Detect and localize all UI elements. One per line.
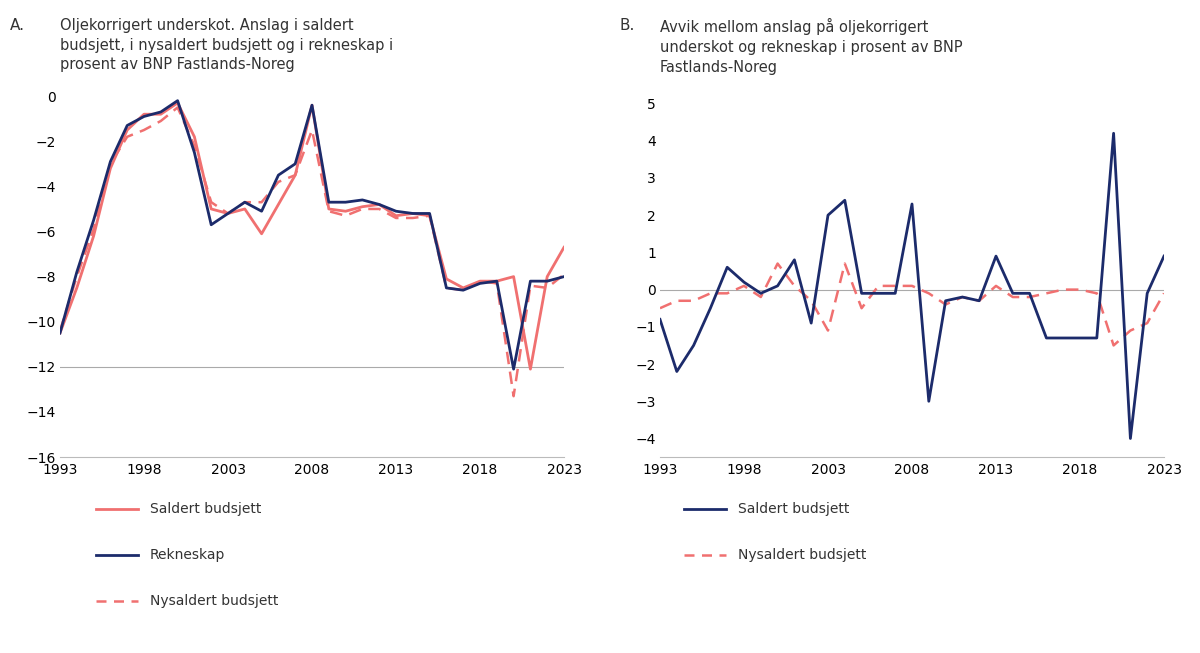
- Text: A.: A.: [10, 18, 24, 33]
- Text: Avvik mellom anslag på oljekorrigert
underskot og rekneskap i prosent av BNP
Fas: Avvik mellom anslag på oljekorrigert und…: [660, 18, 962, 74]
- Text: Oljekorrigert underskot. Anslag i saldert
budsjett, i nysaldert budsjett og i re: Oljekorrigert underskot. Anslag i salder…: [60, 18, 394, 72]
- Text: Saldert budsjett: Saldert budsjett: [738, 502, 850, 517]
- Text: Rekneskap: Rekneskap: [150, 548, 226, 562]
- Text: Nysaldert budsjett: Nysaldert budsjett: [738, 548, 866, 562]
- Text: Nysaldert budsjett: Nysaldert budsjett: [150, 594, 278, 608]
- Text: B.: B.: [619, 18, 635, 33]
- Text: Saldert budsjett: Saldert budsjett: [150, 502, 262, 517]
